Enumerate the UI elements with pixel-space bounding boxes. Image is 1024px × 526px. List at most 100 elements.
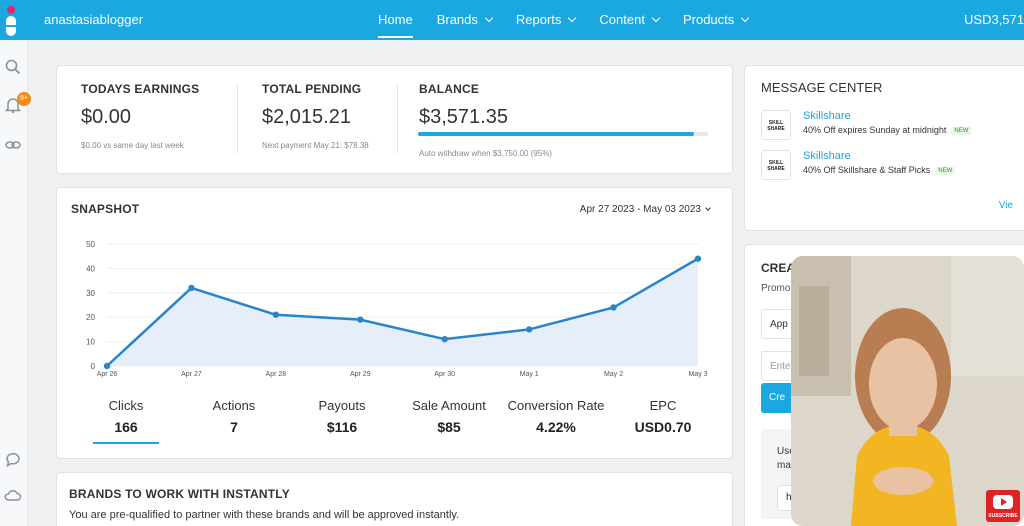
metric-label: Actions: [212, 398, 256, 413]
brands-card: BRANDS TO WORK WITH INSTANTLY You are pr…: [56, 472, 733, 526]
account-name[interactable]: anastasiablogger: [44, 12, 144, 27]
metric-sale-amount[interactable]: Sale Amount $85: [389, 398, 509, 435]
header-balance[interactable]: USD3,571: [964, 12, 1024, 27]
create-subtitle: Promo: [761, 283, 791, 294]
chat-icon[interactable]: [4, 450, 22, 468]
x-tick-label: May 2: [604, 371, 623, 378]
presenter-video-frame: [791, 256, 1024, 526]
x-tick-label: May 1: [520, 371, 539, 378]
nav-reports[interactable]: Reports: [508, 0, 584, 40]
nav-brands[interactable]: Brands: [429, 0, 500, 40]
todays-earnings: TODAYS EARNINGS $0.00 $0.00 vs same day …: [81, 82, 199, 150]
y-tick-label: 40: [86, 264, 95, 273]
auto-withdraw-text: Auto withdraw when $3,750.00 (95%): [419, 149, 552, 158]
balance: BALANCE $3,571.35 Auto withdraw when $3,…: [419, 82, 552, 158]
total-pending-value: $2,015.21: [262, 106, 351, 128]
metric-label: Payouts: [318, 398, 366, 413]
bell-icon[interactable]: [4, 96, 22, 114]
metric-label: EPC: [649, 398, 677, 413]
metric-value: 4.22%: [536, 419, 576, 435]
chart-point: [525, 326, 533, 333]
chart-point: [694, 255, 702, 262]
brands-subtitle: You are pre-qualified to partner with th…: [69, 509, 460, 521]
y-tick-label: 10: [86, 338, 95, 347]
youtube-subscribe-button[interactable]: SUBSCRIBE: [986, 490, 1020, 522]
search-icon[interactable]: [4, 58, 22, 76]
chevron-down-icon: [741, 13, 750, 23]
balance-label: BALANCE: [419, 82, 480, 96]
metric-actions[interactable]: Actions 7: [174, 398, 294, 435]
x-tick-label: May 3: [688, 371, 707, 378]
total-pending: TOTAL PENDING $2,015.21 Next payment May…: [262, 82, 369, 150]
chart-point: [103, 362, 111, 370]
view-all-link[interactable]: Vie: [998, 200, 1013, 211]
todays-earnings-label: TODAYS EARNINGS: [81, 82, 200, 96]
x-tick-label: Apr 29: [350, 371, 371, 378]
metric-payouts[interactable]: Payouts $116: [282, 398, 402, 435]
chart-line: [106, 257, 699, 367]
metric-epc[interactable]: EPC USD0.70: [603, 398, 723, 435]
message-text: 40% Off expires Sunday at midnight NEW: [803, 125, 972, 135]
metric-value: 7: [230, 419, 238, 435]
metric-value: $116: [326, 419, 358, 435]
metric-clicks[interactable]: Clicks 166: [66, 398, 186, 444]
x-tick-label: Apr 27: [181, 371, 202, 378]
chart-point: [188, 284, 195, 292]
app-logo[interactable]: [4, 6, 18, 36]
deep-link-text: Use ma: [777, 446, 795, 471]
nav-home[interactable]: Home: [370, 0, 421, 40]
metric-conversion-rate[interactable]: Conversion Rate 4.22%: [496, 398, 616, 435]
nav-content-label: Content: [599, 12, 645, 27]
metric-value: 166: [114, 419, 138, 435]
new-badge: NEW: [935, 166, 956, 175]
cloud-icon[interactable]: [4, 486, 22, 504]
top-navigation-bar: anastasiablogger Home Brands Reports Con…: [0, 0, 1024, 40]
balance-value: $3,571.35: [419, 106, 508, 128]
message-brand[interactable]: Skillshare: [803, 150, 851, 162]
message-brand[interactable]: Skillshare: [803, 110, 851, 122]
metric-value: USD0.70: [634, 419, 692, 435]
y-tick-label: 0: [91, 362, 96, 371]
chart-point: [357, 316, 364, 323]
message-text-label: 40% Off Skillshare & Staff Picks: [803, 165, 931, 175]
chart-area: [107, 258, 698, 366]
message-item[interactable]: SKILL SHARE Skillshare 40% Off Skillshar…: [761, 150, 1024, 180]
message-text-label: 40% Off expires Sunday at midnight: [803, 125, 947, 135]
divider: [237, 84, 238, 154]
nav-home-label: Home: [378, 12, 413, 27]
nav-products-label: Products: [682, 12, 735, 27]
todays-earnings-sub: $0.00 vs same day last week: [81, 141, 184, 150]
video-overlay: SUBSCRIBE: [791, 256, 1024, 526]
total-pending-sub: Next payment May 21: $78.38: [262, 141, 369, 150]
message-item[interactable]: SKILL SHARE Skillshare 40% Off expires S…: [761, 110, 1024, 140]
clicks-chart: 0 10 20 30 40 50 Apr 26 Apr 27 Apr 28 Apr 29 Apr 3…: [86, 240, 708, 378]
chevron-down-icon: [651, 13, 661, 23]
chart-point: [610, 304, 617, 311]
x-tick-label: Apr 26: [97, 371, 118, 378]
notification-badge: 9+: [17, 92, 31, 106]
balance-progress-fill: [418, 132, 694, 136]
brands-title: BRANDS TO WORK WITH INSTANTLY: [69, 487, 290, 501]
skillshare-logo: SKILL SHARE: [761, 150, 791, 180]
divider: [397, 84, 398, 154]
date-range-picker[interactable]: Apr 27 2023 - May 03 2023: [579, 204, 711, 215]
y-tick-label: 30: [86, 289, 95, 298]
subscribe-label: SUBSCRIBE: [988, 513, 1018, 519]
link-icon[interactable]: [4, 136, 22, 154]
x-tick-label: Apr 30: [434, 371, 455, 378]
todays-earnings-value: $0.00: [81, 106, 132, 128]
chart-point: [272, 311, 280, 318]
balance-progress-bar: [418, 132, 708, 136]
metric-label: Clicks: [108, 398, 144, 413]
y-tick-label: 20: [86, 313, 95, 322]
youtube-play-icon: [993, 495, 1013, 509]
earnings-card: TODAYS EARNINGS $0.00 $0.00 vs same day …: [56, 65, 733, 174]
snapshot-card: SNAPSHOT Apr 27 2023 - May 03 2023 0 10 20…: [56, 187, 733, 459]
message-text: 40% Off Skillshare & Staff Picks NEW: [803, 165, 956, 175]
main-nav: Home Brands Reports Content Products: [370, 0, 764, 40]
nav-reports-label: Reports: [515, 12, 562, 27]
nav-products[interactable]: Products: [675, 0, 756, 40]
nav-content[interactable]: Content: [591, 0, 667, 40]
date-range-label: Apr 27 2023 - May 03 2023: [579, 204, 701, 215]
total-pending-label: TOTAL PENDING: [262, 82, 362, 96]
